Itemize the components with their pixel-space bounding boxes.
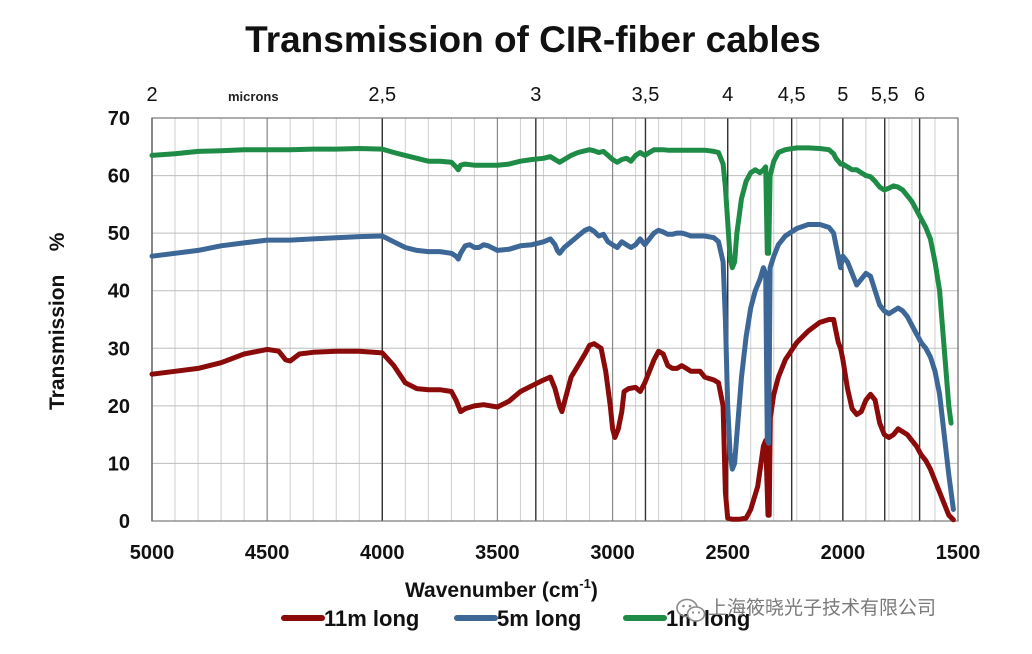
micron-tick-label: 2,5 (368, 84, 396, 106)
micron-tick-label: 3 (530, 84, 541, 106)
x-axis-label-close: ) (591, 579, 598, 602)
micron-tick-label: 5,5 (871, 84, 899, 106)
series-line-1 (149, 317, 956, 523)
wechat-icon (676, 598, 706, 622)
x-axis-label-main: Wavenumber (cm (405, 579, 579, 602)
y-tick-label: 60 (108, 166, 130, 188)
y-tick-label: 50 (108, 223, 130, 245)
x-axis-label: Wavenumber (cm-1) (405, 576, 598, 602)
y-tick-label: 0 (119, 511, 130, 533)
series-group (149, 145, 956, 523)
y-tick-label: 20 (108, 396, 130, 418)
watermark-text: 上海筱晓光子技术有限公司 (708, 597, 936, 619)
legend: 11m long 5m long 1m long (281, 606, 750, 631)
y-tick-label: 30 (108, 338, 130, 360)
legend-label-3: 1m long (666, 606, 750, 631)
x-tick-label: 5000 (130, 542, 175, 564)
y-tick-labels: 0 10 20 30 40 50 60 70 (108, 108, 130, 533)
plot-frame (151, 117, 959, 522)
micron-unit-label: microns (228, 89, 279, 104)
micron-tick-label: 4 (722, 84, 733, 106)
chart-title: Transmission of CIR-fiber cables (245, 19, 821, 60)
y-tick-label: 70 (108, 108, 130, 130)
x-axis-label-sup: -1 (579, 576, 591, 591)
watermark: 上海筱晓光子技术有限公司 (676, 597, 936, 622)
x-tick-label: 1500 (936, 542, 981, 564)
micron-tick-label: 4,5 (778, 84, 806, 106)
x-tick-label: 2500 (705, 542, 750, 564)
y-tick-label: 10 (108, 453, 130, 475)
x-tick-label: 2000 (821, 542, 866, 564)
x-tick-labels: 5000 4500 4000 3500 3000 2500 2000 1500 (130, 542, 981, 564)
series-line-2 (149, 222, 956, 512)
micron-tick-labels: 2 2,5 3 3,5 4 4,5 5 5,5 6 (146, 84, 925, 106)
micron-tick-label: 5 (837, 84, 848, 106)
micron-tick-label: 6 (914, 84, 925, 106)
x-tick-label: 4000 (360, 542, 405, 564)
series-line-3 (149, 145, 954, 426)
x-tick-label: 4500 (245, 542, 290, 564)
x-tick-label: 3500 (475, 542, 520, 564)
x-tick-label: 3000 (590, 542, 635, 564)
legend-label-2: 5m long (497, 606, 581, 631)
micron-tick-label: 2 (146, 84, 157, 106)
legend-label-1: 11m long (324, 606, 419, 631)
micron-tick-label: 3,5 (632, 84, 660, 106)
grid (151, 117, 959, 522)
y-tick-label: 40 (108, 281, 130, 303)
y-axis-label: Transmission % (46, 232, 69, 410)
